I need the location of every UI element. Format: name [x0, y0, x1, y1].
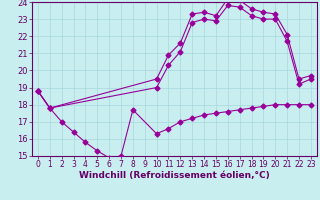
- X-axis label: Windchill (Refroidissement éolien,°C): Windchill (Refroidissement éolien,°C): [79, 171, 270, 180]
